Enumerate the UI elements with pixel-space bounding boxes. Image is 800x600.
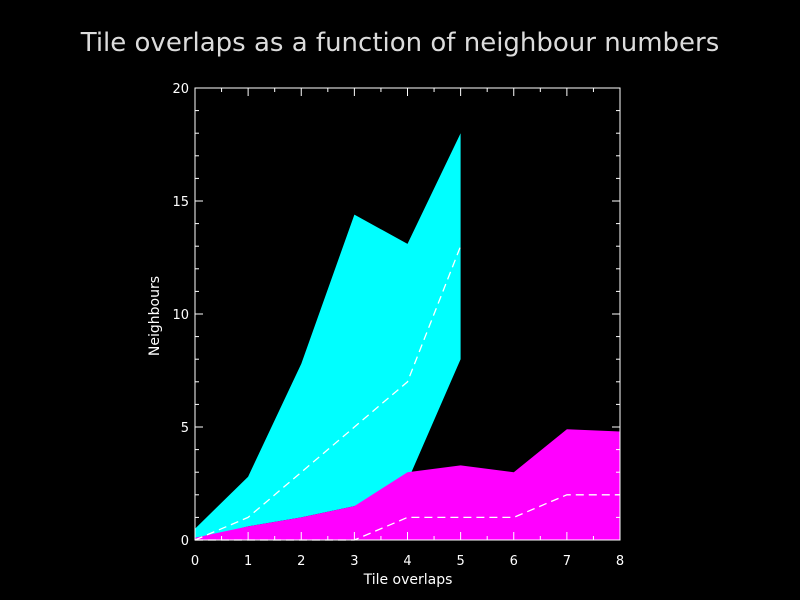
y-tick-label: 5 (181, 421, 189, 436)
x-tick-label: 8 (616, 554, 624, 569)
x-axis-label: Tile overlaps (363, 572, 453, 588)
x-tick-label: 5 (456, 554, 464, 569)
x-tick-label: 2 (297, 554, 305, 569)
series-1-median-line (194, 245, 462, 541)
series-2-band (195, 429, 620, 540)
y-tick-label: 20 (172, 82, 189, 97)
x-tick-label: 1 (244, 554, 252, 569)
axes: 0 1 2 3 4 5 6 7 8 0 5 10 15 20 (172, 82, 624, 569)
x-tick-label: 7 (563, 554, 571, 569)
y-tick-label: 15 (172, 195, 189, 210)
x-tick-label: 3 (350, 554, 358, 569)
y-tick-label: 0 (181, 534, 189, 549)
x-tick-label: 0 (191, 554, 199, 569)
plot-area (194, 133, 620, 541)
y-axis-label: Neighbours (147, 276, 163, 356)
chart-title: Tile overlaps as a function of neighbour… (80, 28, 720, 58)
series-1-band (195, 133, 461, 540)
x-tick-label: 6 (510, 554, 518, 569)
x-tick-label: 4 (403, 554, 411, 569)
y-tick-label: 10 (172, 308, 189, 323)
